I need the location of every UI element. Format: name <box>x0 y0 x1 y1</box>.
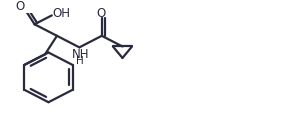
Text: O: O <box>15 0 24 13</box>
Text: NH: NH <box>72 48 89 61</box>
Text: OH: OH <box>53 7 71 20</box>
Text: H: H <box>77 56 84 66</box>
Text: O: O <box>96 7 105 20</box>
